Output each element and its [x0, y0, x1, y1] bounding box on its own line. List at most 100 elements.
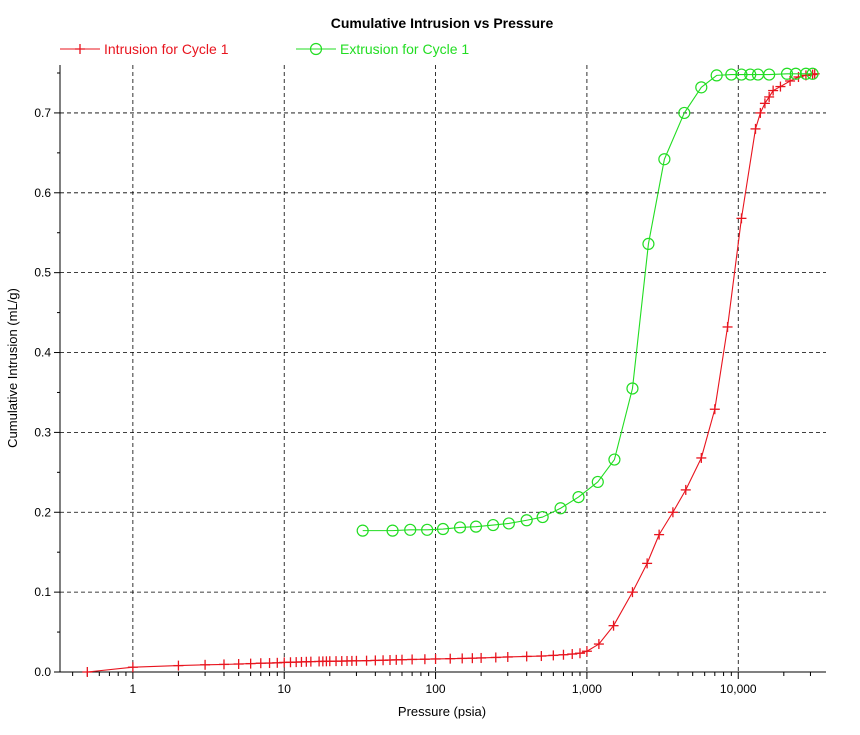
- legend-label-intrusion: Intrusion for Cycle 1: [104, 41, 229, 57]
- data-point: [536, 510, 549, 524]
- data-point: [361, 655, 372, 666]
- data-point: [591, 475, 604, 489]
- chart-title: Cumulative Intrusion vs Pressure: [331, 15, 554, 31]
- data-point: [744, 68, 757, 81]
- data-point: [574, 648, 585, 659]
- y-ticks: 0.0 0.1 0.2 0.3 0.4 0.5 0.6 0.7: [34, 72, 60, 679]
- series-layer: [82, 67, 820, 677]
- legend-label-extrusion: Extrusion for Cycle 1: [340, 41, 469, 57]
- legend-circle-marker: [309, 42, 323, 56]
- data-point: [218, 659, 229, 670]
- x-tick-label: 10,000: [720, 682, 757, 696]
- data-point: [127, 662, 138, 673]
- data-point: [548, 650, 559, 661]
- data-point: [806, 67, 819, 80]
- data-point: [536, 651, 547, 662]
- data-point: [710, 69, 723, 82]
- grid: [60, 65, 826, 672]
- legend-marker-extrusion: [309, 42, 323, 56]
- data-point: [200, 659, 211, 670]
- legend-item-extrusion: Extrusion for Cycle 1: [296, 41, 469, 57]
- data-point: [755, 107, 766, 118]
- data-point: [445, 653, 456, 664]
- y-tick-label: 0.5: [34, 266, 51, 280]
- data-point: [407, 654, 418, 665]
- data-point: [789, 67, 802, 80]
- data-point: [386, 524, 399, 537]
- data-point: [82, 667, 93, 677]
- data-point: [807, 69, 818, 80]
- data-point: [476, 652, 487, 663]
- data-point: [419, 654, 430, 665]
- data-point: [173, 660, 184, 671]
- legend-plus-marker: [75, 44, 85, 54]
- data-point: [469, 520, 483, 533]
- data-point: [654, 529, 665, 540]
- data-point: [763, 68, 776, 81]
- data-point: [658, 153, 671, 166]
- legend: Intrusion for Cycle 1 Extrusion for Cycl…: [60, 41, 469, 57]
- data-point: [642, 237, 655, 251]
- data-point: [764, 91, 775, 102]
- data-point: [627, 587, 638, 598]
- y-axis-label: Cumulative Intrusion (mL/g): [5, 288, 20, 448]
- data-point: [680, 484, 691, 495]
- data-point: [799, 67, 813, 80]
- x-axis-label: Pressure (psia): [398, 704, 486, 719]
- data-point: [521, 651, 532, 662]
- y-tick-label: 0.1: [34, 585, 51, 599]
- data-point: [696, 452, 707, 463]
- series-line: [87, 73, 815, 673]
- data-point: [502, 517, 515, 530]
- y-tick-label: 0.2: [34, 505, 51, 519]
- data-point: [502, 651, 513, 662]
- x-tick-label: 1: [130, 682, 137, 696]
- data-point: [780, 67, 794, 80]
- data-point: [421, 523, 434, 536]
- series-extrusion: [356, 67, 819, 537]
- data-point: [520, 514, 533, 527]
- series-line: [362, 73, 813, 532]
- data-point: [768, 85, 779, 96]
- data-point: [467, 653, 478, 664]
- data-point: [490, 652, 501, 663]
- data-point: [759, 98, 770, 109]
- data-point: [608, 453, 621, 466]
- data-point: [581, 646, 592, 657]
- data-point: [436, 522, 450, 536]
- data-point: [775, 81, 786, 92]
- y-tick-label: 0.4: [34, 346, 51, 360]
- data-point: [722, 321, 733, 332]
- data-point: [255, 658, 266, 669]
- data-point: [593, 639, 604, 650]
- data-point: [245, 658, 256, 669]
- data-point: [233, 659, 244, 670]
- x-ticks: 1 10 100 1,000 10,000: [72, 672, 811, 696]
- data-point: [709, 404, 720, 415]
- data-point: [457, 653, 468, 664]
- data-point: [725, 68, 738, 81]
- data-point: [750, 123, 761, 134]
- y-tick-label: 0.3: [34, 425, 51, 439]
- data-point: [626, 382, 639, 395]
- data-point: [351, 655, 362, 666]
- data-point: [453, 521, 467, 534]
- data-point: [736, 213, 747, 224]
- y-tick-label: 0.0: [34, 665, 51, 679]
- data-point: [430, 653, 441, 664]
- data-point: [667, 507, 678, 518]
- legend-marker-intrusion: [75, 44, 85, 54]
- y-tick-label: 0.6: [34, 186, 51, 200]
- data-point: [404, 523, 417, 536]
- x-tick-label: 100: [426, 682, 446, 696]
- legend-item-intrusion: Intrusion for Cycle 1: [60, 41, 229, 57]
- data-point: [567, 649, 578, 660]
- data-point: [572, 490, 585, 504]
- y-tick-label: 0.7: [34, 106, 51, 120]
- axes: [59, 65, 826, 673]
- data-point: [356, 524, 369, 537]
- data-point: [735, 68, 748, 81]
- data-point: [642, 558, 653, 569]
- data-point: [558, 649, 569, 660]
